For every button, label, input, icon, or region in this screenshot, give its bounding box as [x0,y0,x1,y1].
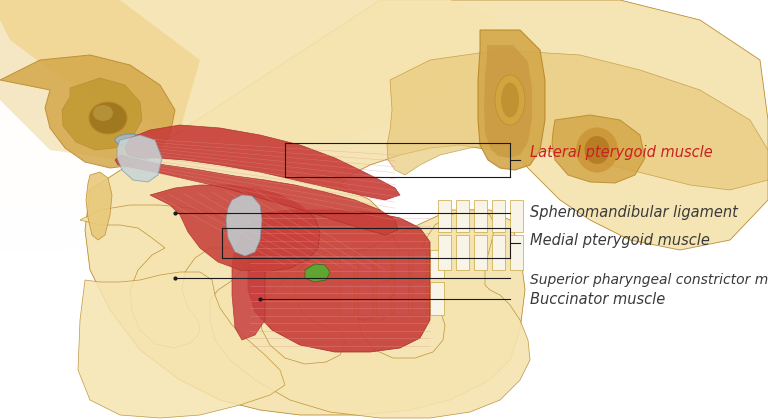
Polygon shape [226,195,262,256]
Polygon shape [62,78,142,150]
Polygon shape [474,235,487,270]
Polygon shape [85,0,768,415]
Polygon shape [115,155,398,235]
Polygon shape [430,250,444,278]
Polygon shape [474,200,487,232]
Polygon shape [86,172,112,240]
Polygon shape [117,135,162,182]
Polygon shape [387,50,768,190]
Text: Buccinator muscle: Buccinator muscle [530,292,665,307]
Polygon shape [0,0,200,160]
Polygon shape [492,200,505,232]
Polygon shape [305,264,330,282]
Polygon shape [248,210,430,352]
Polygon shape [456,235,469,270]
Polygon shape [394,250,408,278]
Ellipse shape [584,136,610,164]
Ellipse shape [576,128,618,173]
Polygon shape [456,200,469,232]
Polygon shape [125,125,400,200]
Ellipse shape [115,134,145,146]
Polygon shape [510,200,523,232]
Polygon shape [78,272,285,418]
Polygon shape [510,235,523,270]
Text: Medial pterygoid muscle: Medial pterygoid muscle [530,233,710,247]
Text: Lateral pterygoid muscle: Lateral pterygoid muscle [530,144,713,160]
Polygon shape [80,205,530,418]
Polygon shape [484,45,532,158]
Polygon shape [358,250,372,278]
Text: Superior pharyngeal constrictor muscle: Superior pharyngeal constrictor muscle [530,273,768,287]
Polygon shape [430,282,444,315]
Polygon shape [0,55,175,168]
Polygon shape [412,282,426,315]
Polygon shape [492,235,505,270]
Polygon shape [0,0,500,145]
Polygon shape [340,282,354,315]
Polygon shape [150,185,320,272]
Polygon shape [358,282,372,315]
Polygon shape [438,235,451,270]
Ellipse shape [93,105,113,121]
Polygon shape [340,250,354,278]
Polygon shape [394,282,408,315]
Ellipse shape [89,102,127,134]
Polygon shape [478,30,545,170]
Polygon shape [412,250,426,278]
Polygon shape [376,282,390,315]
Polygon shape [232,225,265,340]
Polygon shape [552,115,645,183]
Ellipse shape [501,82,519,118]
Polygon shape [438,200,451,232]
Polygon shape [376,250,390,278]
Text: Sphenomandibular ligament: Sphenomandibular ligament [530,205,738,220]
Ellipse shape [495,75,525,125]
